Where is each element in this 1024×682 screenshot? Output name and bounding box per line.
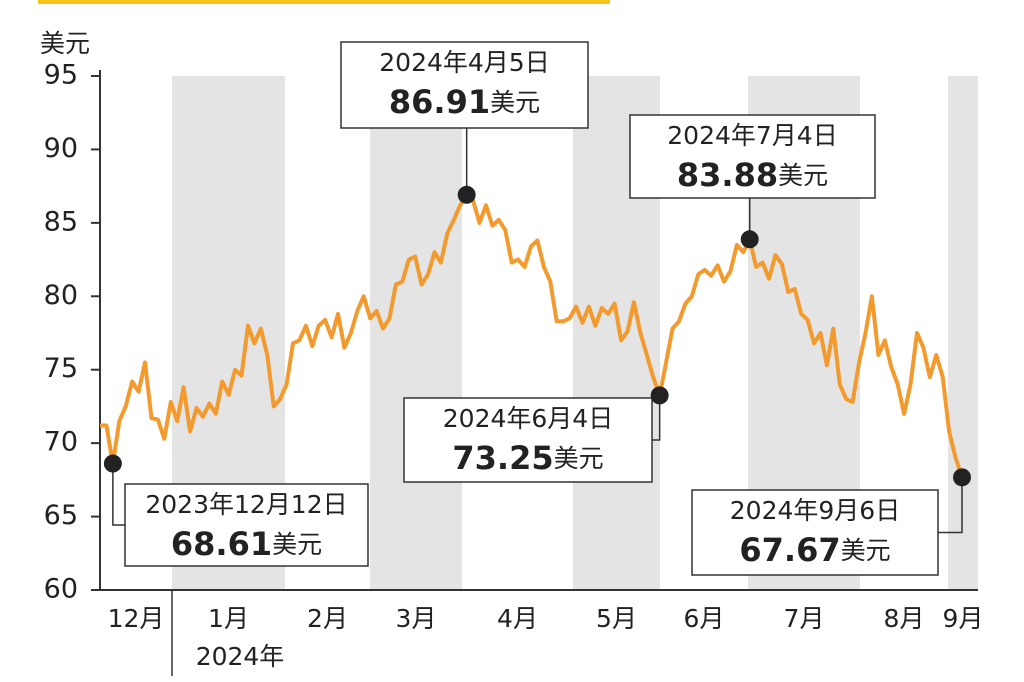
callout-box bbox=[403, 397, 653, 483]
y-unit: 美元 bbox=[40, 29, 90, 58]
x-tick-label: 6月 bbox=[684, 604, 725, 633]
callout-value: 68.61美元 bbox=[171, 525, 322, 563]
callout-unit: 美元 bbox=[490, 88, 540, 117]
callout-box bbox=[124, 483, 369, 567]
y-tick-label: 60 bbox=[44, 574, 78, 605]
y-tick-label: 70 bbox=[44, 427, 78, 458]
x-tick-label: 5月 bbox=[596, 604, 637, 633]
y-tick-label: 65 bbox=[44, 500, 78, 531]
callout-number: 67.67 bbox=[739, 531, 840, 569]
y-tick-label: 85 bbox=[44, 206, 78, 237]
callout-box bbox=[340, 41, 589, 129]
callout-marker bbox=[650, 386, 669, 405]
callout-unit: 美元 bbox=[778, 161, 828, 190]
callout-date: 2024年4月5日 bbox=[379, 48, 549, 77]
x-tick-label: 2月 bbox=[307, 604, 348, 633]
x-tick-label: 3月 bbox=[396, 604, 437, 633]
x-tick-label: 12月 bbox=[108, 604, 165, 633]
callout-marker bbox=[457, 185, 476, 204]
top-bar bbox=[38, 0, 610, 4]
callout-date: 2023年12月12日 bbox=[145, 490, 347, 519]
year-label: 2024年 bbox=[196, 642, 285, 671]
month-band bbox=[948, 76, 978, 590]
month-band bbox=[370, 76, 462, 590]
callout-date: 2024年6月4日 bbox=[443, 404, 613, 433]
callout-marker bbox=[953, 468, 971, 487]
callout-connector bbox=[652, 395, 661, 441]
x-tick-label: 4月 bbox=[497, 604, 538, 633]
callout-marker bbox=[103, 454, 122, 473]
callout-number: 83.88 bbox=[677, 156, 778, 194]
callout-unit: 美元 bbox=[272, 530, 322, 559]
callout-date: 2024年9月6日 bbox=[730, 496, 900, 525]
callout-number: 86.91 bbox=[389, 83, 490, 121]
callout-connector bbox=[938, 477, 963, 534]
callout-value: 73.25美元 bbox=[452, 439, 603, 477]
callout-number: 73.25 bbox=[452, 439, 553, 477]
callout-date: 2024年7月4日 bbox=[667, 121, 837, 150]
price-line bbox=[100, 192, 964, 479]
callout-value: 67.67美元 bbox=[739, 531, 890, 569]
y-tick-label: 80 bbox=[44, 280, 78, 311]
callout-number: 68.61 bbox=[171, 525, 272, 563]
callout-marker bbox=[740, 230, 759, 249]
x-tick-label: 8月 bbox=[884, 604, 925, 633]
callout-unit: 美元 bbox=[841, 536, 891, 565]
callout-unit: 美元 bbox=[554, 444, 604, 473]
callout-value: 86.91美元 bbox=[389, 83, 540, 121]
y-tick-label: 95 bbox=[44, 60, 78, 91]
y-tick-label: 90 bbox=[44, 133, 78, 164]
callout-box bbox=[691, 489, 939, 576]
x-tick-label: 7月 bbox=[784, 604, 825, 633]
callout-connector bbox=[112, 463, 125, 526]
x-tick-label: 1月 bbox=[208, 604, 249, 633]
x-tick-label: 9月 bbox=[943, 604, 984, 633]
callout-value: 83.88美元 bbox=[677, 156, 828, 194]
y-tick-label: 75 bbox=[44, 353, 78, 384]
callout-box bbox=[629, 114, 876, 199]
